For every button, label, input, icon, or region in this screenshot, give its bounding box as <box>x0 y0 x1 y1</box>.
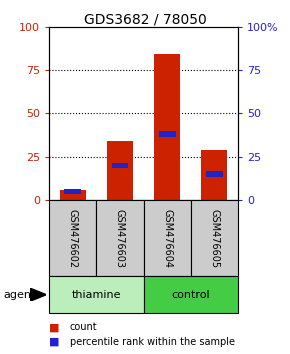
Bar <box>96 200 144 276</box>
Bar <box>49 200 96 276</box>
Text: GSM476602: GSM476602 <box>68 209 78 268</box>
Text: agent: agent <box>3 290 35 300</box>
Text: GDS3682 / 78050: GDS3682 / 78050 <box>84 12 206 27</box>
Text: count: count <box>70 322 97 332</box>
Bar <box>144 200 191 276</box>
Bar <box>107 141 133 200</box>
Bar <box>64 189 81 194</box>
Text: percentile rank within the sample: percentile rank within the sample <box>70 337 235 347</box>
Text: GSM476603: GSM476603 <box>115 209 125 268</box>
Text: GSM476604: GSM476604 <box>162 209 172 268</box>
Text: GSM476605: GSM476605 <box>209 209 219 268</box>
Bar <box>49 276 144 313</box>
Bar <box>112 163 128 168</box>
Text: ■: ■ <box>49 337 60 347</box>
Bar <box>60 190 86 200</box>
Polygon shape <box>30 288 46 301</box>
Text: thiamine: thiamine <box>72 290 121 300</box>
Bar <box>159 131 175 137</box>
Bar <box>191 200 238 276</box>
Bar <box>206 171 223 177</box>
Bar <box>154 54 180 200</box>
Text: control: control <box>171 290 210 300</box>
Text: ■: ■ <box>49 322 60 332</box>
Bar <box>144 276 238 313</box>
Bar <box>201 150 227 200</box>
